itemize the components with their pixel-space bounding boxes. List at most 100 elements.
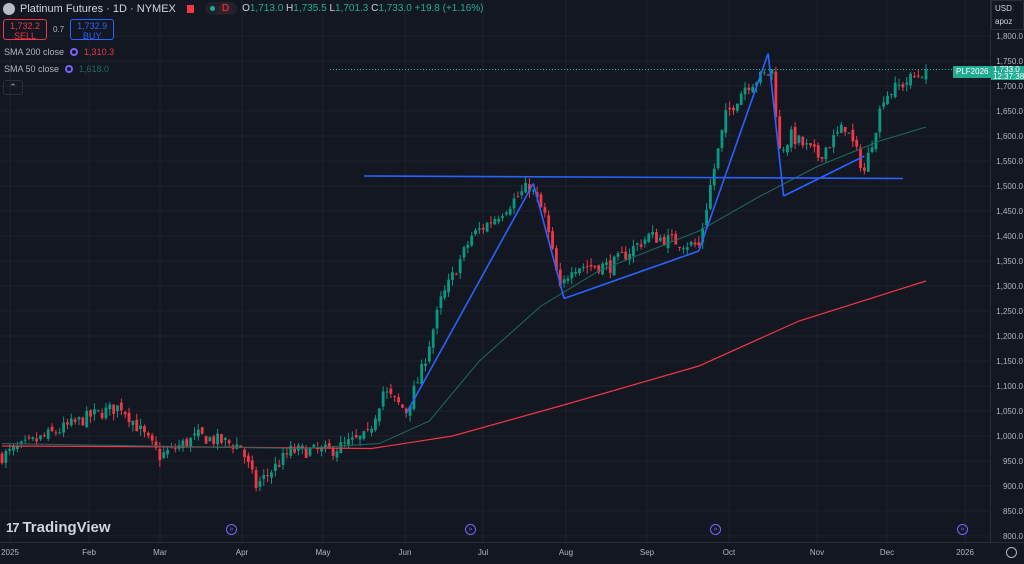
indicator-label: SMA 50 close [4, 64, 60, 74]
candle-down [250, 460, 254, 470]
close-label: C [371, 3, 379, 14]
candle-up [847, 132, 851, 134]
candle-up [574, 271, 578, 274]
candle-down [913, 76, 916, 78]
candle-up [762, 72, 766, 74]
indicator-sma200[interactable]: SMA 200 close 1,310.3 [4, 47, 114, 57]
candle-up [374, 418, 377, 431]
candle-down [855, 139, 859, 147]
price-label: 1,600.0 [996, 132, 1023, 141]
indicator-label: SMA 200 close [4, 47, 65, 57]
price-label: 1,450.0 [996, 207, 1023, 216]
candle-down [801, 136, 805, 146]
candle-up [339, 442, 343, 454]
sell-button[interactable]: 1,732.2 SELL [3, 19, 47, 41]
indicator-value: 1,618.0 [79, 64, 110, 74]
time-axis[interactable]: 2025 Feb Mar Apr May Jun Jul Aug Sep Oct Nov Dec 202… [0, 542, 1024, 564]
candle-up [716, 148, 720, 169]
tradingview-logo[interactable]: 17 TradingView [6, 519, 111, 536]
candle-up [308, 448, 312, 456]
candle-up [77, 417, 81, 420]
candle-down [454, 273, 458, 275]
loading-icon [65, 65, 74, 73]
trend-line-drawing [363, 175, 903, 180]
candle-down [697, 242, 701, 246]
event-marker-icon[interactable]: » [957, 524, 968, 535]
symbol-title[interactable]: Platinum Futures · 1D · NYMEX [20, 2, 176, 15]
candle-up [16, 446, 19, 450]
currency-unit-selector[interactable]: USD apoz [991, 0, 1024, 30]
candle-up [520, 191, 524, 196]
candle-up [19, 441, 23, 445]
candle-down [589, 264, 593, 267]
time-label: Sep [639, 548, 655, 557]
trend-line-drawing [532, 183, 565, 299]
candle-up [628, 253, 631, 260]
candle-up [424, 363, 427, 367]
candle-down [220, 434, 223, 443]
collapse-legend-button[interactable]: ⌃ [3, 80, 23, 95]
candle-up [362, 431, 366, 439]
candle-up [836, 132, 839, 134]
candle-down [747, 87, 751, 91]
event-marker-icon[interactable]: » [465, 524, 476, 535]
price-label: 1,550.0 [996, 157, 1023, 166]
price-label: 1,500.0 [996, 182, 1023, 191]
candle-down [285, 453, 289, 455]
price-axis[interactable]: 1,800.0 1,750.0 1,700.0 1,650.0 1,600.0 1,550… [990, 0, 1024, 542]
currency-label: USD [995, 4, 1012, 13]
price-chart[interactable] [0, 0, 990, 542]
candle-down [670, 234, 674, 236]
candle-up [701, 227, 705, 243]
candle-down [624, 251, 628, 260]
settings-gear-icon[interactable] [1006, 547, 1017, 558]
candle-down [254, 470, 258, 489]
market-status[interactable]: D [204, 2, 238, 15]
candle-up [96, 409, 100, 411]
candle-up [643, 239, 647, 244]
candle-up [570, 272, 574, 279]
open-label: O [242, 3, 250, 14]
candle-up [478, 228, 481, 230]
indicator-sma50[interactable]: SMA 50 close 1,618.0 [4, 64, 109, 74]
flag-icon[interactable] [186, 4, 194, 13]
candle-up [420, 364, 424, 385]
candle-down [89, 410, 92, 417]
candle-down [674, 234, 678, 245]
candle-up [358, 435, 362, 440]
candle-up [924, 69, 928, 80]
candle-up [508, 208, 512, 215]
candle-up [281, 452, 285, 465]
candle-up [874, 132, 878, 150]
candle-up [666, 235, 670, 249]
candle-down [150, 435, 154, 441]
candle-up [4, 451, 8, 463]
candle-down [397, 397, 400, 403]
candle-up [497, 218, 501, 222]
candle-down [227, 440, 231, 444]
candle-up [724, 110, 728, 133]
candle-down [620, 251, 624, 253]
event-marker-icon[interactable]: » [226, 524, 237, 535]
candle-up [235, 444, 239, 449]
candle-up [216, 433, 219, 445]
candle-up [878, 108, 882, 133]
candle-down [127, 412, 131, 423]
candle-down [547, 215, 551, 233]
trend-line-drawing [563, 250, 700, 300]
buy-price: 1,732.9 [77, 21, 108, 31]
event-marker-icon[interactable]: » [710, 524, 721, 535]
close-value: 1,733.0 [378, 3, 412, 14]
tradingview-mark-icon: 17 [6, 520, 20, 535]
candle-down [551, 231, 554, 249]
candle-down [173, 448, 177, 450]
candle-down [820, 157, 824, 159]
price-label: 1,000.0 [996, 432, 1023, 441]
buy-button[interactable]: 1,732.9 BUY [70, 19, 115, 41]
candle-down [793, 126, 797, 145]
candle-down [728, 107, 732, 110]
candle-down [327, 443, 331, 449]
candle-down [778, 116, 782, 149]
loading-icon [70, 48, 79, 56]
candle-down [401, 404, 404, 408]
